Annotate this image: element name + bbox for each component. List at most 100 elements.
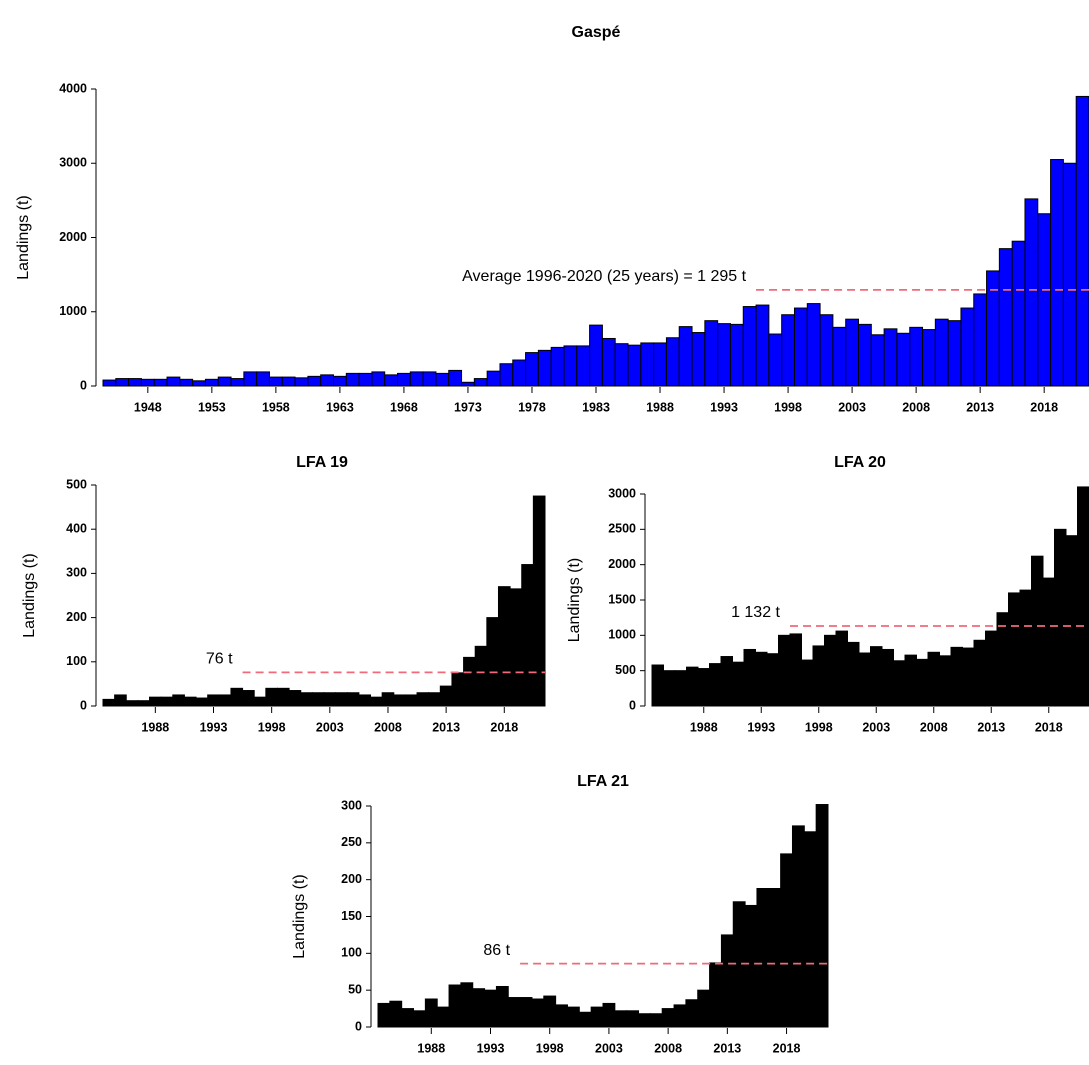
bar <box>474 645 488 707</box>
x-tick-label: 1973 <box>454 400 482 414</box>
bar <box>815 804 829 1028</box>
y-tick-label: 300 <box>341 798 362 812</box>
bar <box>149 696 162 707</box>
bar <box>499 363 514 387</box>
average-label: Average 1996-2020 (25 years) = 1 295 t <box>462 268 746 285</box>
bar <box>320 374 334 387</box>
bar <box>1031 555 1044 707</box>
bar <box>183 696 197 707</box>
bar <box>1075 95 1089 387</box>
bar <box>1065 535 1078 707</box>
x-tick-label: 1963 <box>326 400 354 414</box>
average-label: 1 132 t <box>731 604 780 621</box>
bar <box>195 697 209 707</box>
bar <box>422 371 437 387</box>
y-tick-label: 100 <box>341 946 362 960</box>
bar <box>638 1013 651 1028</box>
bar <box>311 692 325 707</box>
bar <box>960 307 975 387</box>
x-tick-label: 2018 <box>490 720 518 734</box>
bar <box>717 323 731 387</box>
y-tick-label: 200 <box>66 610 87 624</box>
bar <box>678 326 693 387</box>
y-tick-label: 2000 <box>608 557 636 571</box>
bar <box>1077 486 1089 707</box>
bar <box>345 372 360 387</box>
bar <box>835 630 848 707</box>
x-tick-label: 1958 <box>262 400 290 414</box>
average-label: 76 t <box>206 651 233 668</box>
bar <box>602 1002 616 1028</box>
y-tick-label: 4000 <box>59 81 87 95</box>
y-axis-label: Landings (t) <box>15 195 32 280</box>
bar <box>448 984 462 1028</box>
bar <box>537 349 552 387</box>
bar <box>720 656 733 707</box>
bar <box>614 1010 628 1028</box>
bar <box>460 982 474 1028</box>
bar <box>801 659 814 707</box>
bar <box>709 962 722 1028</box>
bar <box>115 378 130 387</box>
bar <box>512 359 527 387</box>
bar <box>824 634 837 707</box>
bar <box>128 378 142 387</box>
bar <box>893 660 906 707</box>
x-tick-label: 1993 <box>747 720 775 734</box>
bar <box>451 672 465 707</box>
y-axis-label: Landings (t) <box>566 558 583 643</box>
y-tick-label: 0 <box>355 1019 362 1033</box>
y-tick-label: 2500 <box>608 522 636 536</box>
x-tick-label: 1988 <box>417 1041 445 1055</box>
x-tick-label: 2013 <box>432 720 460 734</box>
bar <box>532 495 546 707</box>
bar <box>358 372 373 387</box>
y-tick-label: 500 <box>615 663 636 677</box>
bar <box>294 377 309 387</box>
bar <box>962 647 975 707</box>
x-tick-label: 2013 <box>977 720 1005 734</box>
bar <box>768 333 783 387</box>
bar <box>230 378 245 387</box>
x-tick-label: 1953 <box>198 400 226 414</box>
bar <box>393 694 406 707</box>
bar <box>709 663 722 707</box>
bar <box>531 998 545 1028</box>
y-tick-label: 1000 <box>608 628 636 642</box>
bar <box>1011 240 1026 387</box>
bar <box>358 694 372 707</box>
bar <box>973 293 988 387</box>
bar <box>1024 198 1039 387</box>
bar <box>323 692 337 707</box>
x-tick-label: 1978 <box>518 400 546 414</box>
y-tick-label: 50 <box>348 982 362 996</box>
bar <box>384 374 399 387</box>
bar <box>720 934 734 1028</box>
y-tick-label: 150 <box>341 909 362 923</box>
bar <box>381 692 395 707</box>
y-tick-label: 1000 <box>59 304 87 318</box>
bar <box>370 696 383 707</box>
bar <box>939 655 952 707</box>
bar <box>922 329 936 387</box>
bar <box>413 1010 426 1028</box>
y-tick-label: 250 <box>341 835 362 849</box>
bar <box>832 326 847 387</box>
bar <box>881 648 894 707</box>
bar <box>404 694 418 707</box>
bar <box>780 853 793 1028</box>
x-tick-label: 2018 <box>1030 400 1058 414</box>
y-tick-label: 300 <box>66 566 87 580</box>
bar <box>256 371 270 387</box>
bar <box>665 337 680 387</box>
bar <box>791 825 805 1028</box>
y-tick-label: 400 <box>66 521 87 535</box>
bar <box>497 586 511 707</box>
bar <box>985 630 998 707</box>
bar <box>909 326 924 387</box>
bar <box>371 371 386 387</box>
bar <box>521 564 534 707</box>
x-tick-label: 1993 <box>477 1041 505 1055</box>
chart-title: LFA 20 <box>834 454 886 471</box>
